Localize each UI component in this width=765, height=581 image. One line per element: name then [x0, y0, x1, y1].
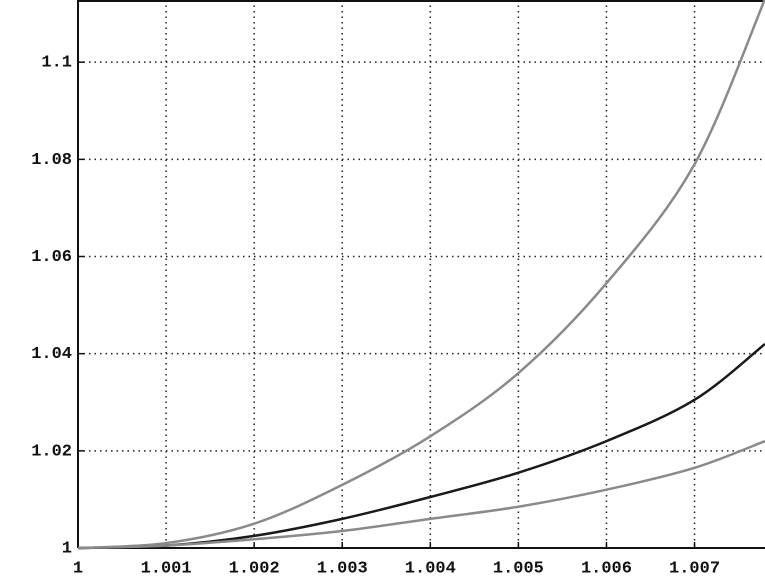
y-tick-label: 1: [62, 539, 72, 558]
x-tick-label: 1.006: [581, 559, 632, 578]
y-tick-label: 1.04: [31, 345, 72, 364]
y-tick-label: 1.08: [31, 151, 72, 170]
y-tick-label: 1.02: [31, 442, 72, 461]
line-series: [77, 0, 765, 550]
x-tick-label: 1.002: [229, 559, 280, 578]
line-series: [77, 342, 765, 550]
x-tick-label: 1.007: [669, 559, 720, 578]
x-tick-label: 1.005: [493, 559, 544, 578]
x-tick-label: 1.001: [141, 559, 192, 578]
x-tick-label: 1.004: [405, 559, 456, 578]
y-tick-label: 1.1: [41, 54, 72, 73]
x-tick-label: 1: [73, 559, 83, 578]
line-series: [77, 439, 765, 550]
y-tick-label: 1.06: [31, 248, 72, 267]
x-tick-label: 1.003: [317, 559, 368, 578]
